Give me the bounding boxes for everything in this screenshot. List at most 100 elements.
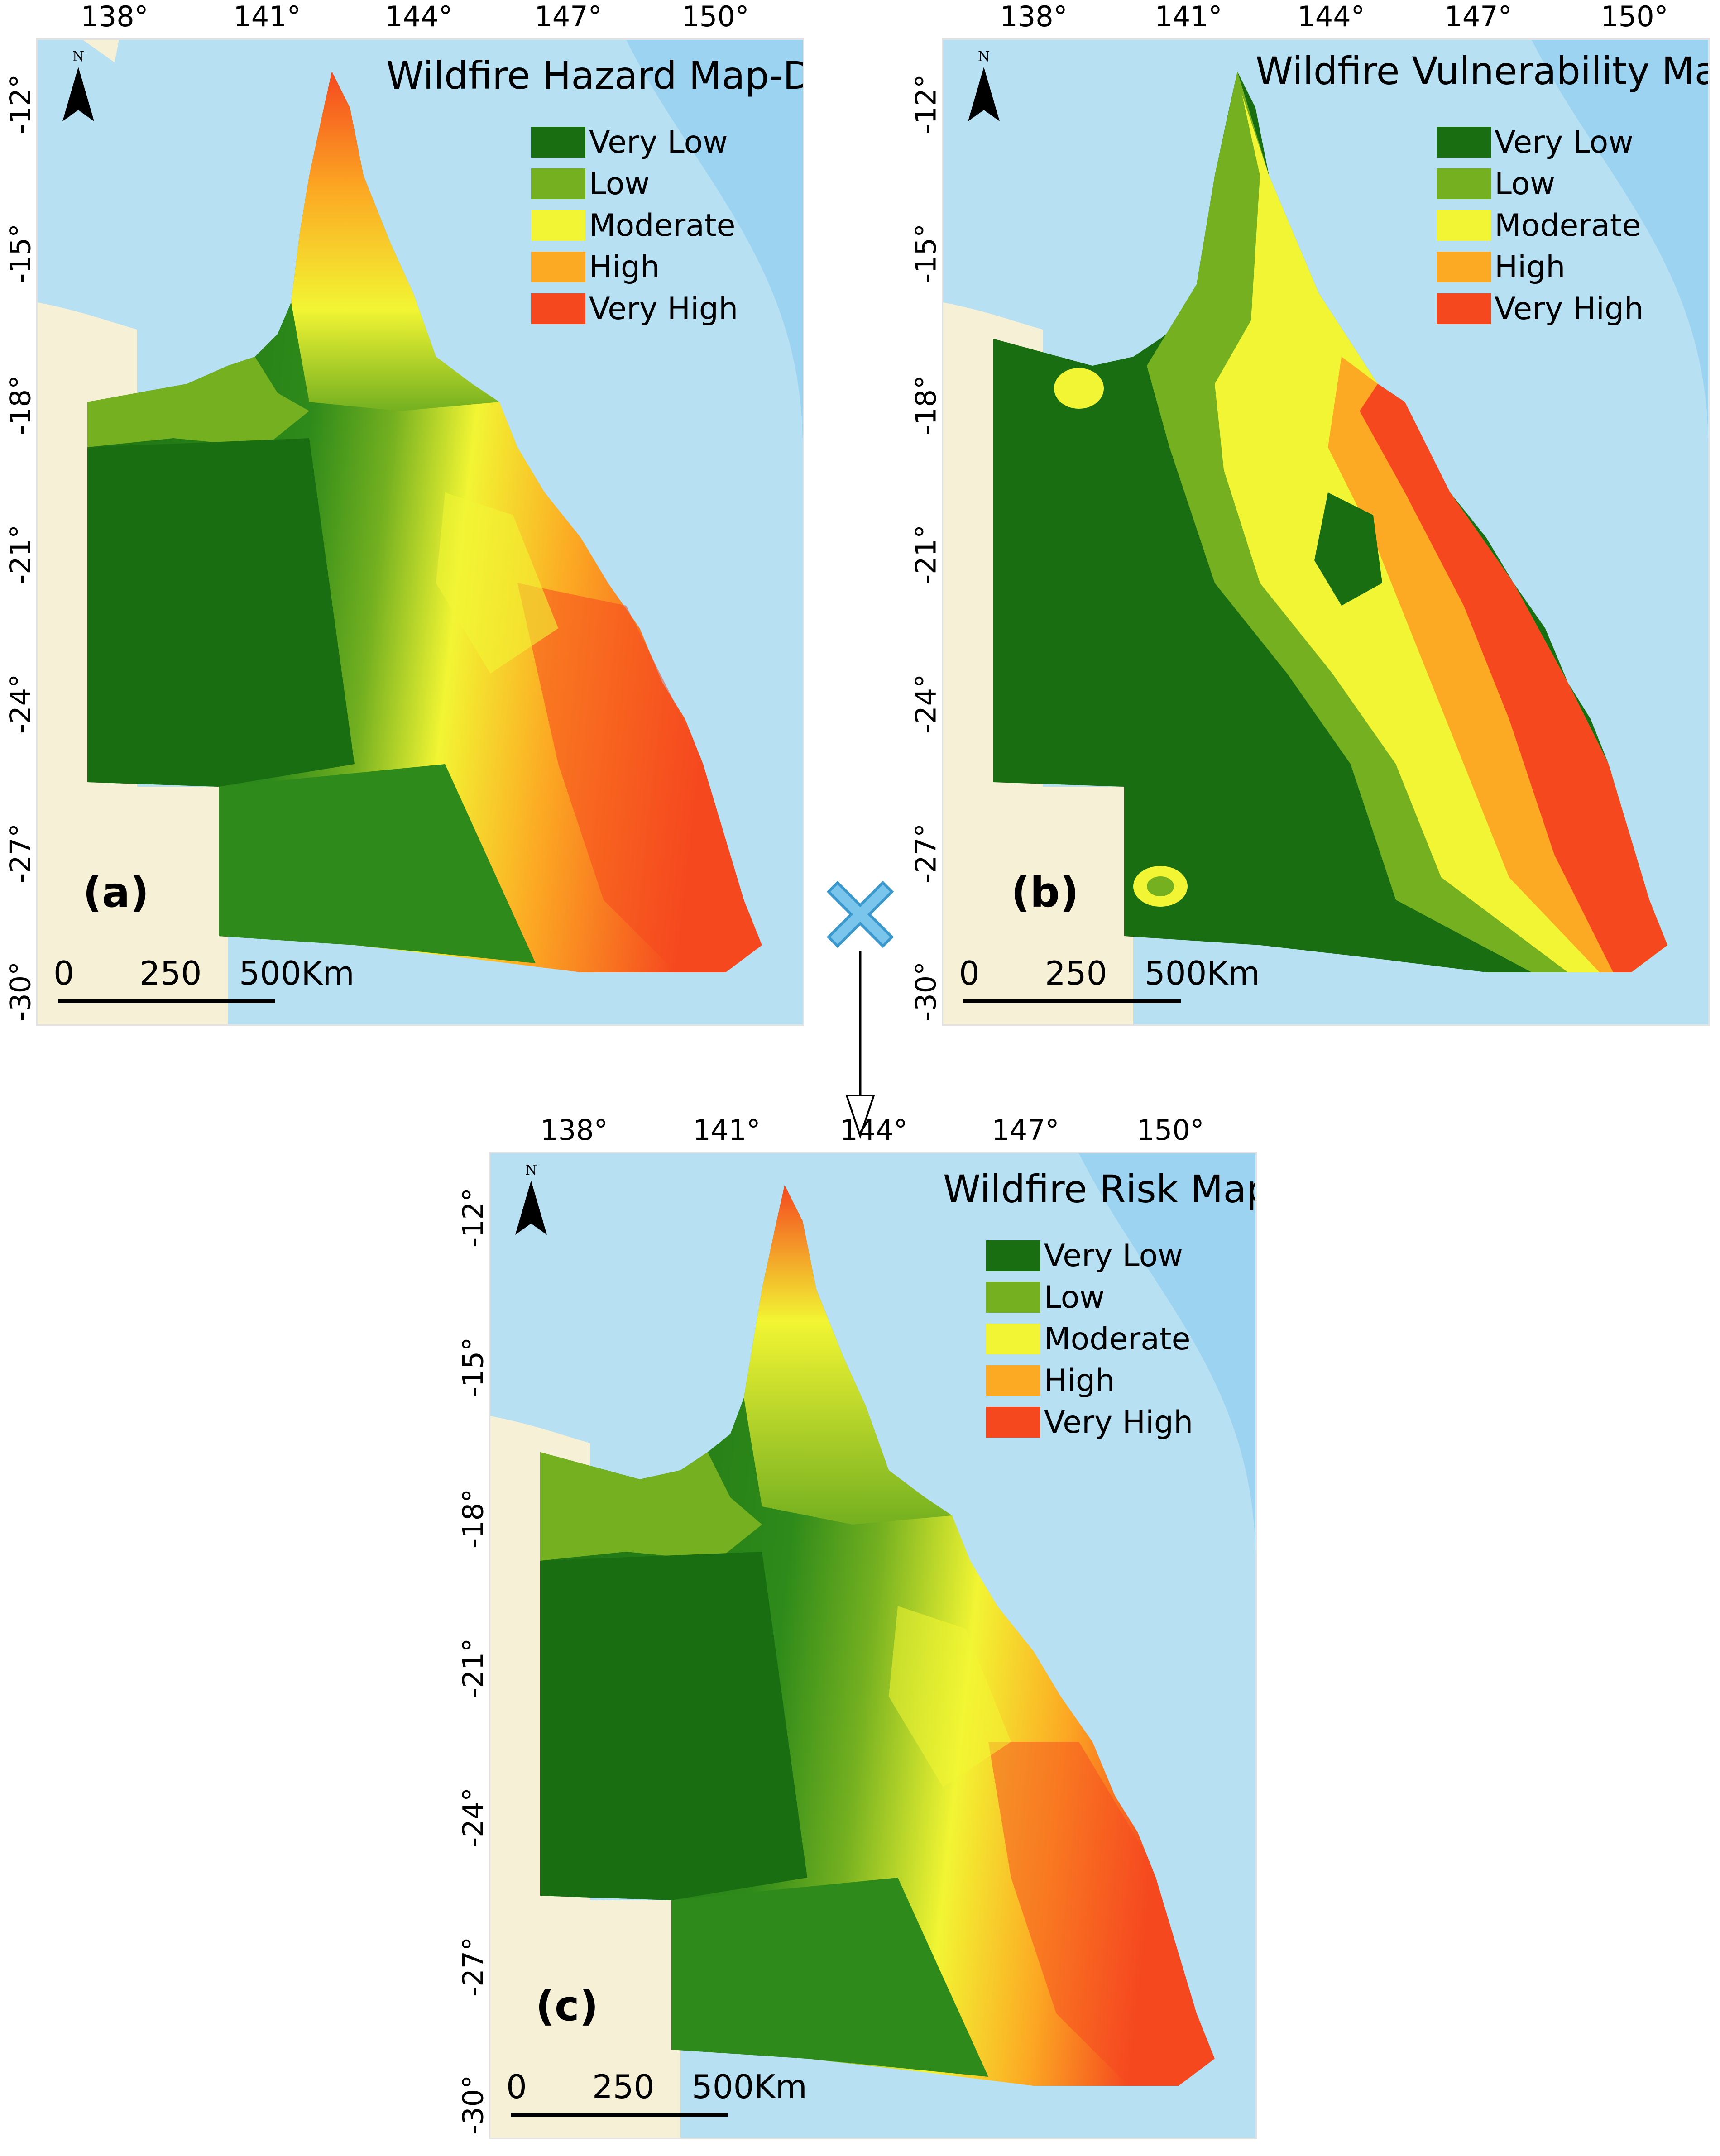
legend-swatch	[986, 1282, 1040, 1313]
legend-swatch	[531, 127, 585, 158]
legend-item: High	[986, 1360, 1193, 1401]
legend-item: Very Low	[531, 121, 738, 163]
north-arrow-icon: N	[60, 49, 96, 126]
legend-swatch	[1437, 252, 1491, 282]
risk-map-panel: 138° 141° 144° 147° 150° -12° -15° -18° …	[453, 1114, 1268, 2155]
hazard-map-graphic	[38, 40, 803, 1024]
lat-label: -15°	[456, 1337, 490, 1397]
down-arrow-icon	[838, 951, 883, 1141]
lat-label: -12°	[4, 74, 37, 134]
lat-label: -18°	[456, 1488, 490, 1549]
legend-label: High	[1495, 249, 1566, 285]
legend-label: Moderate	[1044, 1321, 1191, 1357]
lon-label: 150°	[1600, 0, 1668, 33]
lat-label: -18°	[909, 375, 943, 435]
legend-swatch	[1437, 210, 1491, 241]
legend-item: High	[531, 246, 738, 288]
legend: Very Low Low Moderate High Very High	[1437, 121, 1643, 330]
lon-label: 138°	[1000, 0, 1068, 33]
north-arrow-icon: N	[966, 49, 1002, 126]
legend-label: Very Low	[1495, 124, 1634, 160]
panel-label: (a)	[83, 868, 149, 917]
legend: Very Low Low Moderate High Very High	[986, 1235, 1193, 1443]
legend-label: Low	[589, 166, 650, 202]
lon-label: 141°	[693, 1114, 761, 1147]
legend-swatch	[1437, 168, 1491, 199]
scale-end: 500Km	[239, 954, 355, 992]
legend-swatch	[531, 252, 585, 282]
lat-label: -15°	[909, 223, 943, 284]
north-letter: N	[978, 49, 990, 65]
legend-item: Very Low	[1437, 121, 1643, 163]
legend-item: High	[1437, 246, 1643, 288]
legend-item: Low	[531, 163, 738, 205]
legend-label: High	[589, 249, 660, 285]
north-letter: N	[525, 1162, 537, 1178]
legend-item: Moderate	[1437, 205, 1643, 246]
legend-swatch	[1437, 127, 1491, 158]
lon-label: 138°	[540, 1114, 608, 1147]
legend-item: Very High	[1437, 288, 1643, 330]
lat-label: -21°	[456, 1638, 490, 1698]
legend-swatch	[986, 1240, 1040, 1271]
scale-bar: 0 250 500Km	[502, 2068, 807, 2131]
lon-label: 141°	[1155, 0, 1222, 33]
scale-bar: 0 250 500Km	[954, 954, 1260, 1018]
map-title: Wildfire Hazard Map-DT	[386, 53, 804, 98]
scale-bar: 0 250 500Km	[49, 954, 355, 1018]
legend-swatch	[531, 168, 585, 199]
scale-zero: 0	[53, 954, 74, 992]
lon-label: 150°	[681, 0, 749, 33]
legend-swatch	[1437, 293, 1491, 324]
vulnerability-map: Wildfire Vulnerability Map Very Low Low …	[942, 38, 1710, 1026]
legend-label: Very High	[589, 291, 738, 327]
legend-label: Very Low	[1044, 1238, 1183, 1274]
lon-label: 147°	[992, 1114, 1059, 1147]
lat-label: -24°	[4, 674, 37, 734]
multiply-x-icon	[815, 869, 906, 960]
legend-item: Very Low	[986, 1235, 1193, 1276]
legend-label: Low	[1495, 166, 1555, 202]
lat-label: -12°	[456, 1187, 490, 1248]
scale-end: 500Km	[692, 2068, 807, 2106]
legend-item: Low	[1437, 163, 1643, 205]
legend-item: Low	[986, 1276, 1193, 1318]
lat-label: -24°	[456, 1787, 490, 1848]
scale-end: 500Km	[1145, 954, 1260, 992]
lat-label: -30°	[456, 2075, 490, 2135]
map-title: Wildfire Vulnerability Map	[1255, 49, 1710, 93]
legend-item: Very High	[986, 1401, 1193, 1443]
vulnerability-map-panel: 138° 141° 144° 147° 150° -12° -15° -18° …	[906, 0, 1720, 1041]
hazard-map: Wildfire Hazard Map-DT Very Low Low Mode…	[36, 38, 804, 1026]
legend-label: High	[1044, 1362, 1115, 1399]
legend-label: Moderate	[589, 207, 736, 244]
legend-item: Moderate	[986, 1318, 1193, 1360]
vulnerability-map-graphic	[943, 40, 1708, 1024]
legend-label: Very High	[1044, 1404, 1193, 1440]
lon-label: 150°	[1136, 1114, 1204, 1147]
lat-label: -18°	[4, 375, 37, 435]
legend-label: Low	[1044, 1279, 1105, 1315]
risk-map: Wildfire Risk Map Very Low Low Moderate …	[489, 1152, 1257, 2139]
hazard-map-panel: 138° 141° 144° 147° 150° -12° -15° -18° …	[0, 0, 815, 1041]
lat-label: -15°	[4, 223, 37, 284]
lon-label: 147°	[1444, 0, 1512, 33]
legend-swatch	[986, 1365, 1040, 1396]
lon-label: 141°	[233, 0, 301, 33]
legend-label: Very High	[1495, 291, 1644, 327]
lon-label: 144°	[1297, 0, 1365, 33]
lat-label: -27°	[909, 823, 943, 884]
lon-label: 144°	[840, 1114, 908, 1147]
lat-label: -27°	[456, 1936, 490, 1997]
scale-zero: 0	[506, 2068, 527, 2106]
lat-label: -27°	[4, 823, 37, 884]
lon-label: 147°	[534, 0, 602, 33]
lat-label: -21°	[4, 524, 37, 585]
legend-item: Very High	[531, 288, 738, 330]
north-letter: N	[72, 49, 85, 65]
scale-mid: 250	[139, 954, 202, 992]
legend-swatch	[986, 1324, 1040, 1354]
legend-label: Moderate	[1495, 207, 1641, 244]
scale-mid: 250	[592, 2068, 655, 2106]
lat-label: -21°	[909, 524, 943, 585]
